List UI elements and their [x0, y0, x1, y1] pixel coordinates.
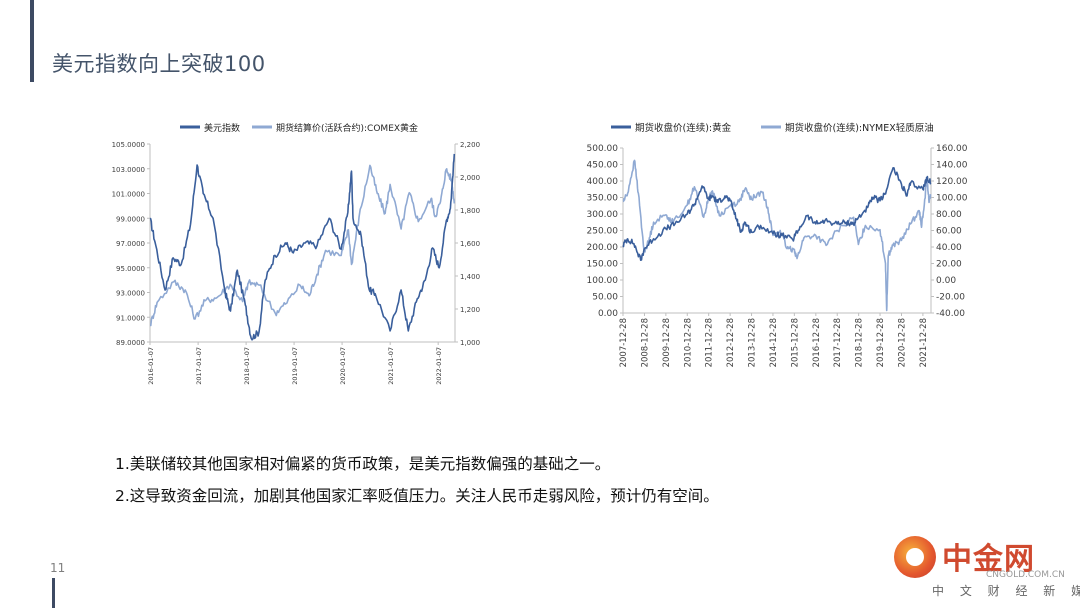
y-right-tick-label: 1,000.00	[460, 339, 480, 347]
logo-mark-icon	[894, 536, 936, 578]
x-tick-label: 2017-01-07	[195, 347, 203, 385]
y-left-tick-label: 99.0000	[116, 215, 145, 223]
y-right-tick-label: 1,600.00	[460, 240, 480, 248]
y-left-tick-label: 300.00	[587, 210, 619, 220]
logo-domain: CNGOLD.COM.CN	[986, 570, 1065, 580]
y-right-tick-label: 1,200.00	[460, 306, 480, 314]
bullet-item-2: 2.这导致资金回流，加剧其他国家汇率贬值压力。关注人民币走弱风险，预计仍有空间。	[115, 487, 719, 505]
legend-label-1: 期货收盘价(连续):黄金	[635, 122, 732, 134]
y-left-tick-label: 101.0000	[112, 191, 145, 199]
x-tick-label: 2017-12-28	[833, 318, 843, 367]
y-right-tick-label: 40.00	[936, 243, 962, 253]
x-tick-label: 2015-12-28	[790, 318, 800, 367]
legend-label-2: 期货结算价(活跃合约):COMEX黄金	[276, 122, 418, 134]
y-left-tick-label: 450.00	[587, 161, 619, 171]
y-left-tick-label: 350.00	[587, 194, 619, 204]
page-title: 美元指数向上突破100	[52, 52, 266, 76]
x-tick-label: 2013-12-28	[748, 318, 758, 367]
y-right-tick-label: 20.00	[936, 260, 962, 270]
y-right-tick-label: 0.00	[936, 276, 956, 286]
legend-label-1: 美元指数	[204, 122, 240, 134]
x-tick-label: 2021-01-07	[387, 347, 395, 385]
x-tick-label: 2012-12-28	[726, 318, 736, 367]
y-left-tick-label: 250.00	[587, 227, 619, 237]
x-tick-label: 2020-01-07	[339, 347, 347, 385]
y-left-tick-label: 500.00	[587, 144, 619, 154]
x-tick-label: 2018-12-28	[855, 318, 865, 367]
x-tick-label: 2008-12-28	[640, 318, 650, 367]
x-tick-label: 2007-12-28	[619, 318, 629, 367]
y-left-tick-label: 50.00	[592, 293, 618, 303]
y-left-tick-label: 89.0000	[116, 339, 145, 347]
chart-gold-vs-nymex-crude: 0.00 50.00 100.00 150.00 200.00 250.00 300.00 3…	[587, 122, 968, 367]
x-tick-label: 2020-12-28	[898, 318, 908, 367]
y-left-tick-label: 91.0000	[116, 314, 145, 322]
x-tick-label: 2014-12-28	[769, 318, 779, 367]
x-tick-label: 2022-01-07	[435, 347, 443, 385]
y-right-tick-label: 60.00	[936, 227, 962, 237]
x-tick-label: 2016-12-28	[812, 318, 822, 367]
y-right-tick-label: -40.00	[936, 309, 965, 319]
x-tick-label: 2019-12-28	[876, 318, 886, 367]
bullet-item-1: 1.美联储较其他国家相对偏紧的货币政策，是美元指数偏强的基础之一。	[115, 455, 611, 473]
y-left-tick-label: 0.00	[598, 309, 618, 319]
series-line-primary	[622, 167, 932, 261]
bullet-list: 1.美联储较其他国家相对偏紧的货币政策，是美元指数偏强的基础之一。 2.这导致资…	[115, 448, 719, 512]
y-right-tick-label: -20.00	[936, 293, 965, 303]
x-tick-label: 2011-12-28	[705, 318, 715, 367]
logo-tagline: 中 文 财 经 新 媒 体	[932, 584, 1080, 598]
x-tick-label: 2018-01-07	[243, 347, 251, 385]
x-tick-label: 2016-01-07	[147, 347, 155, 385]
y-left-tick-label: 103.0000	[112, 166, 145, 174]
y-left-tick-label: 93.0000	[116, 290, 145, 298]
chart-dollar-index-vs-comex-gold: 89.0000 91.0000 93.0000 95.0000 97.0000 99.00…	[112, 122, 480, 385]
footer-accent-bar	[52, 578, 55, 608]
y-right-tick-label: 160.00	[936, 144, 968, 154]
y-left-tick-label: 150.00	[587, 260, 619, 270]
y-left-tick-label: 105.0000	[112, 141, 145, 149]
y-left-tick-label: 200.00	[587, 243, 619, 253]
y-left-tick-label: 100.00	[587, 276, 619, 286]
y-right-tick-label: 2,200.00	[460, 141, 480, 149]
cngold-logo: 中金网 CNGOLD.COM.CN 中 文 财 经 新 媒 体	[890, 532, 1080, 602]
y-left-tick-label: 400.00	[587, 177, 619, 187]
series-line-primary	[149, 153, 456, 341]
y-right-tick-label: 1,400.00	[460, 273, 480, 281]
legend-label-2: 期货收盘价(连续):NYMEX轻质原油	[785, 122, 934, 134]
series-line-secondary	[150, 164, 456, 327]
y-right-tick-label: 100.00	[936, 194, 968, 204]
logo-name: 中金网	[942, 542, 1035, 577]
y-right-tick-label: 120.00	[936, 177, 968, 187]
page-number: 11	[50, 561, 66, 575]
x-tick-label: 2009-12-28	[662, 318, 672, 367]
y-left-tick-label: 95.0000	[116, 265, 145, 273]
y-left-tick-label: 97.0000	[116, 240, 145, 248]
title-accent-bar	[30, 0, 34, 82]
x-tick-label: 2010-12-28	[683, 318, 693, 367]
y-right-tick-label: 80.00	[936, 210, 962, 220]
y-right-tick-label: 2,000.00	[460, 174, 480, 182]
x-tick-label: 2021-12-28	[919, 318, 929, 367]
y-right-tick-label: 140.00	[936, 161, 968, 171]
x-tick-label: 2019-01-07	[291, 347, 299, 385]
y-right-tick-label: 1,800.00	[460, 207, 480, 215]
